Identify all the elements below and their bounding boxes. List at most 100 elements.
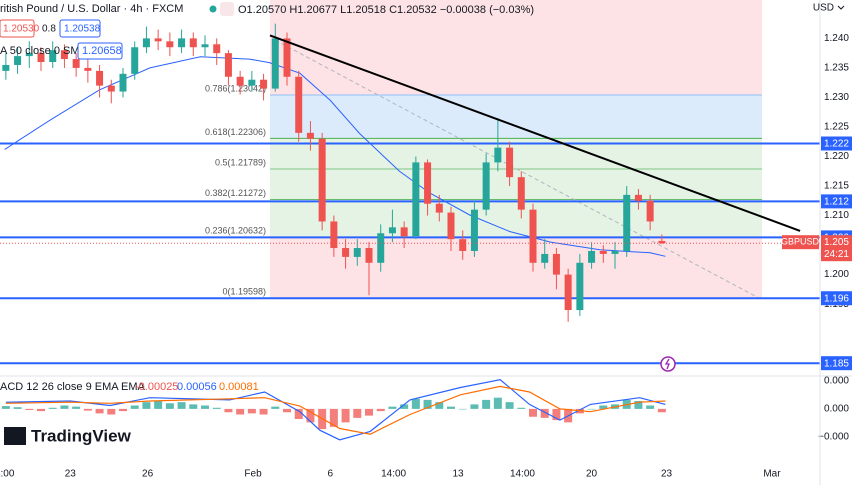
x-tick-label: 23 [65, 469, 77, 480]
candle-body [576, 262, 584, 311]
histogram-bar [189, 404, 198, 409]
candle-body [84, 67, 92, 71]
histogram-bar [72, 406, 81, 409]
histogram-bar [517, 407, 526, 409]
histogram-bar [201, 405, 209, 409]
currency[interactable]: USD [813, 3, 834, 14]
histogram-bar [505, 402, 514, 409]
buy-box[interactable] [59, 19, 101, 38]
histogram-bar [341, 408, 350, 423]
sell-price[interactable]: 1.20530 [3, 24, 40, 35]
y-tick-label: 0.000 [824, 375, 849, 386]
candle-body [400, 227, 408, 237]
sma-legend: A 50 close 0 SMA 5 [0, 45, 95, 57]
candle-body [388, 227, 396, 234]
candle-body [25, 53, 33, 57]
level-tag [821, 136, 852, 151]
macd-readout: -0.00025 [135, 381, 178, 393]
macd-line [5, 379, 666, 441]
histogram-bar [493, 397, 502, 409]
histogram-bar [376, 408, 385, 412]
y-tick-label: 1.215 [824, 181, 849, 192]
candle-body [330, 221, 338, 249]
histogram-bar [482, 399, 491, 409]
histogram-bar [95, 408, 104, 414]
x-tick-label: Feb [244, 469, 262, 480]
candle-body [353, 248, 361, 257]
currency-caret[interactable] [837, 5, 845, 10]
ohlc: O1.20570 H1.20677 L1.20518 C1.20532 −0.0… [238, 4, 534, 16]
candle-body [342, 248, 350, 257]
candle-body [201, 44, 209, 48]
candle-body [634, 194, 642, 201]
histogram-bar [271, 406, 280, 409]
candle-body [529, 209, 537, 263]
candle-body [365, 248, 373, 263]
status-icon [220, 2, 234, 16]
histogram-bar [224, 408, 233, 413]
histogram-bar [411, 398, 420, 409]
level-tag [821, 291, 852, 306]
candle-body [131, 47, 139, 74]
price-label: 1.205 [824, 237, 849, 248]
candle-body [166, 41, 174, 48]
histogram-bar [130, 405, 139, 409]
plot-area [0, 23, 820, 441]
x-tick-label: 4:00 [0, 469, 15, 480]
histogram-bar [25, 408, 34, 411]
candle-body [107, 85, 115, 92]
candle-body [435, 203, 443, 213]
fib-label: 0.786(1.23042) [205, 83, 266, 93]
candle-body [271, 38, 279, 89]
x-tick-label: 6 [328, 469, 334, 480]
histogram-bar [236, 408, 245, 415]
histogram-bar [177, 402, 186, 409]
fib-label: 0.236(1.20632) [205, 226, 266, 236]
candle-body [658, 240, 666, 244]
y-tick-label: 1.235 [824, 63, 849, 74]
candle-body [96, 70, 104, 86]
candle-body [248, 79, 256, 86]
candle-body [552, 253, 560, 275]
candle-body [189, 38, 197, 48]
histogram-bar [13, 407, 22, 409]
candle-body [623, 194, 631, 251]
level-label: 1.212 [824, 197, 849, 208]
histogram-bar [634, 401, 643, 409]
histogram-bar [587, 408, 596, 410]
status-dot [209, 5, 217, 13]
candle-body [49, 50, 57, 63]
histogram-bar [540, 408, 549, 418]
histogram-bar [1, 406, 10, 409]
buy-price[interactable]: 1.20538 [64, 24, 101, 35]
level-label: 1.185 [824, 358, 849, 369]
histogram-bar [294, 408, 303, 419]
histogram-bar [529, 408, 537, 417]
projection-line [275, 39, 761, 300]
sma-value: 1.20658 [82, 45, 122, 57]
sell-box[interactable] [0, 19, 35, 38]
histogram-bar [353, 408, 362, 418]
histogram-bar [283, 408, 291, 413]
fib-label: 0.5(1.21789) [215, 157, 266, 167]
fib-zone [270, 138, 763, 238]
candle-body [506, 147, 514, 178]
histogram-bar [165, 403, 174, 409]
candle-body [377, 233, 385, 263]
histogram-bar [259, 408, 268, 415]
histogram-bar [37, 408, 45, 412]
x-tick-label: Mar [763, 469, 781, 480]
candle-body [541, 253, 549, 263]
histogram-bar [447, 406, 455, 409]
histogram-bar [458, 408, 467, 410]
candle-body [494, 147, 502, 163]
logo: TradingView [31, 426, 132, 445]
candle-body [482, 162, 490, 210]
candle-body [236, 76, 244, 86]
trendline [269, 34, 801, 232]
macd-legend: ACD 12 26 close 9 EMA EMA [0, 381, 146, 393]
candle-body [517, 177, 525, 210]
macd-readout: 0.00081 [219, 381, 259, 393]
